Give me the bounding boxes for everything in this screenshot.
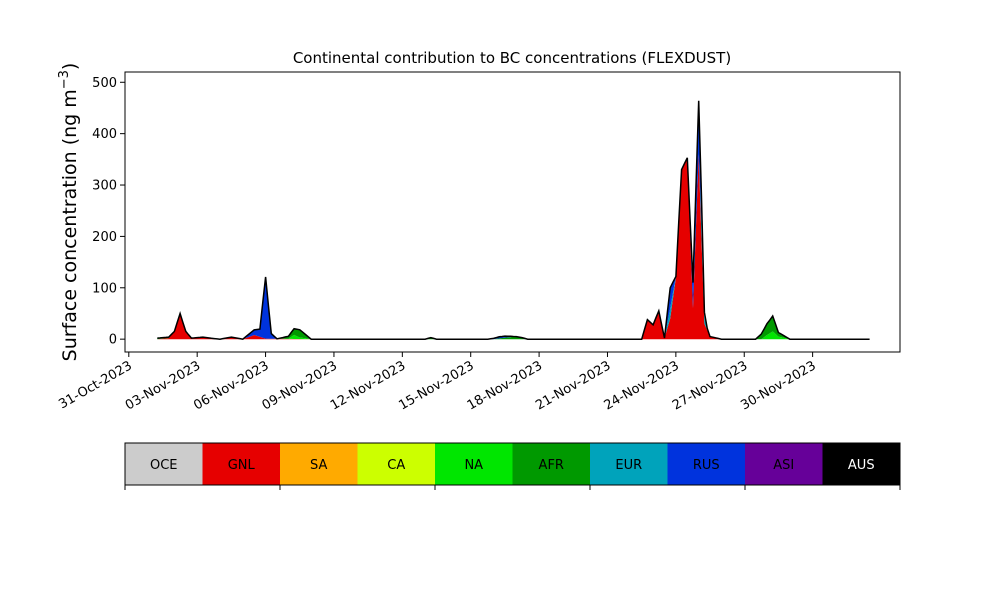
legend-label-rus: RUS: [693, 458, 720, 473]
x-tick-label: 27-Nov-2023: [670, 358, 750, 413]
legend-label-afr: AFR: [539, 458, 564, 473]
legend-label-eur: EUR: [615, 458, 642, 473]
legend-label-aus: AUS: [848, 458, 875, 473]
total-outline: [157, 100, 870, 341]
area-series-rus: [157, 102, 870, 340]
legend-swatch-na: [435, 443, 513, 485]
y-axis-label: Surface concentration (ng m−3): [57, 63, 81, 362]
legend-swatch-afr: [512, 443, 590, 485]
x-tick-label: 12-Nov-2023: [328, 358, 408, 413]
x-tick-label: 30-Nov-2023: [738, 358, 818, 413]
x-tick-label: 03-Nov-2023: [123, 358, 203, 413]
y-tick-label: 200: [92, 230, 117, 245]
y-tick-label: 100: [92, 281, 117, 296]
area-series-gnl: [157, 154, 870, 340]
x-tick-label: 21-Nov-2023: [533, 358, 613, 413]
plot-area: [157, 100, 870, 341]
x-tick-label: 24-Nov-2023: [602, 358, 682, 413]
x-tick-label: 18-Nov-2023: [465, 358, 545, 413]
legend-label-oce: OCE: [150, 458, 178, 473]
x-tick-label: 09-Nov-2023: [260, 358, 340, 413]
x-tick-label: 06-Nov-2023: [191, 358, 271, 413]
legend-label-na: NA: [464, 458, 483, 473]
x-tick-label: 31-Oct-2023: [56, 358, 134, 412]
legend-label-gnl: GNL: [228, 458, 256, 473]
y-axis: 0 100 200 300 400 500: [92, 76, 125, 348]
y-tick-label: 500: [92, 76, 117, 91]
legend-label-ca: CA: [387, 458, 405, 473]
legend-swatch-eur: [590, 443, 668, 485]
plot-frame: [124, 71, 901, 353]
y-tick-label: 0: [109, 333, 117, 348]
legend-label-sa: SA: [310, 458, 327, 473]
legend-swatch-oce: [125, 443, 203, 485]
legend-frame: [124, 442, 901, 486]
legend-swatch-rus: [667, 443, 745, 485]
y-tick-label: 300: [92, 179, 117, 194]
legend-label-asi: ASI: [773, 458, 794, 473]
legend-swatch-asi: [745, 443, 823, 485]
legend-swatch-gnl: [202, 443, 280, 485]
x-tick-label: 15-Nov-2023: [396, 358, 476, 413]
chart-title: Continental contribution to BC concentra…: [293, 49, 731, 67]
y-tick-label: 400: [92, 127, 117, 142]
legend-swatch-aus: [822, 443, 900, 485]
legend-colorbar: OCE GNL SA CA NA AFR EUR RUS ASI AUS: [124, 442, 901, 490]
legend-swatch-ca: [357, 443, 435, 485]
legend-swatch-sa: [280, 443, 358, 485]
x-axis: 31-Oct-202303-Nov-202306-Nov-202309-Nov-…: [56, 352, 819, 413]
